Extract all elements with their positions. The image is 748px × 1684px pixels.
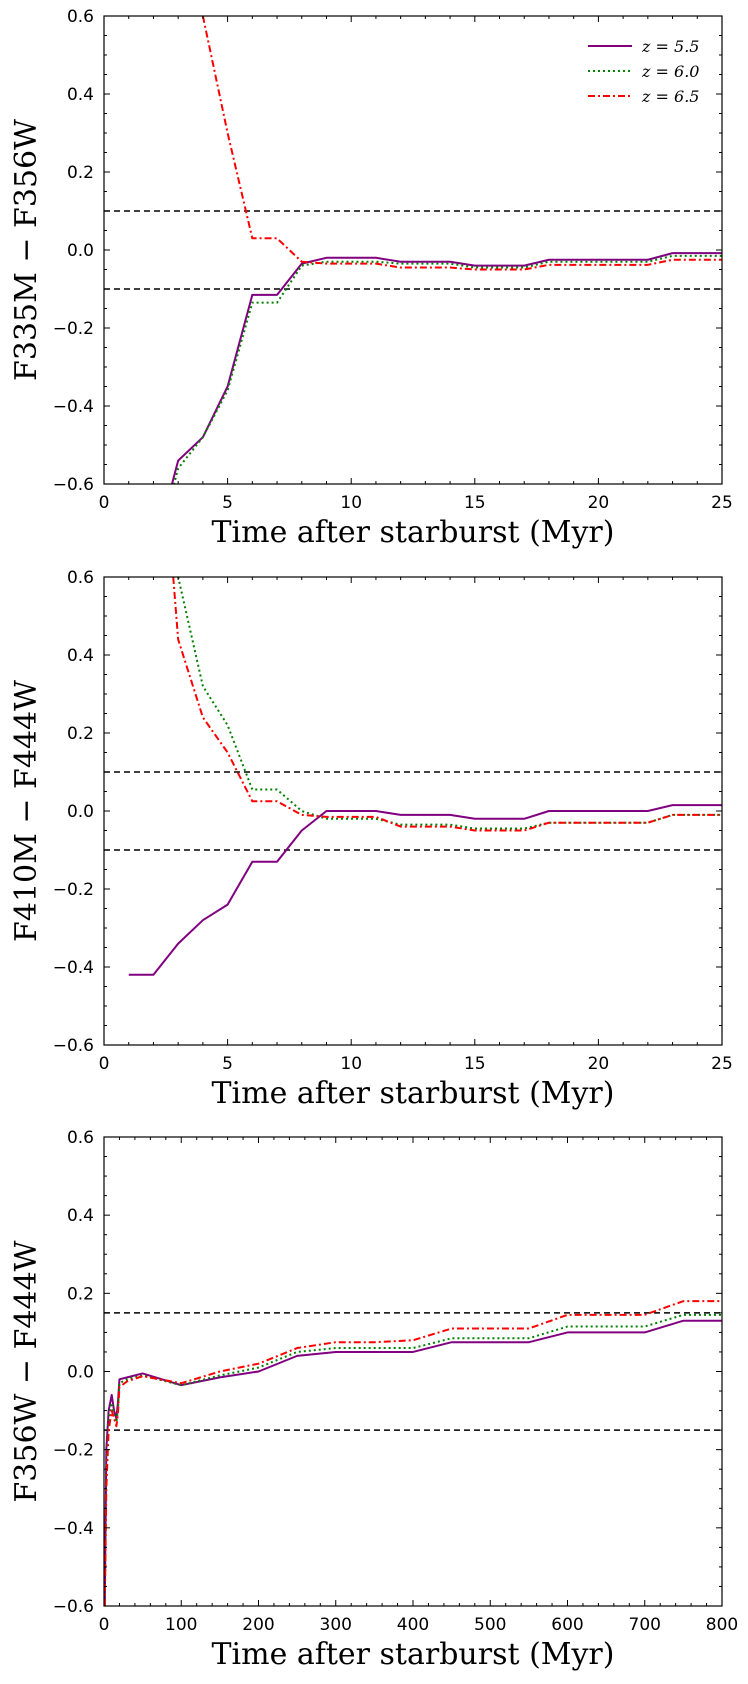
- x-tick-label: 800: [706, 1615, 738, 1635]
- y-tick-label: 0.2: [67, 1284, 94, 1304]
- y-axis-title: F410M − F444W: [9, 680, 44, 942]
- x-axis-title: Time after starburst (Myr): [212, 515, 615, 550]
- series-line-solid: [170, 252, 722, 484]
- x-tick-label: 300: [320, 1615, 352, 1635]
- y-tick-label: 0.4: [67, 646, 94, 666]
- series-line-solid: [128, 804, 722, 976]
- x-axis-title: Time after starburst (Myr): [212, 1637, 615, 1672]
- series-line-dotted: [177, 577, 722, 830]
- x-tick-label: 200: [242, 1615, 274, 1635]
- y-tick-label: −0.2: [53, 1441, 94, 1461]
- y-tick-label: −0.2: [53, 880, 94, 900]
- x-tick-label: 15: [464, 493, 486, 513]
- x-tick-label: 25: [711, 1054, 733, 1074]
- chart-panel-2: 0 5 10 15 20 25 −0.6 −0.4 −0.2 0.0 0.2 0.4 0.6 Time a…: [9, 568, 733, 1111]
- x-tick-label: 10: [340, 1054, 362, 1074]
- y-tick-label: −0.4: [53, 397, 94, 417]
- y-tick-label: −0.6: [53, 1597, 94, 1617]
- x-axis-title: Time after starburst (Myr): [212, 1076, 615, 1111]
- y-tick-label: 0.0: [67, 241, 94, 261]
- y-tick-label: 0.4: [67, 1206, 94, 1226]
- y-tick-label: −0.4: [53, 1519, 94, 1539]
- x-tick-label: 15: [464, 1054, 486, 1074]
- y-tick-label: −0.2: [53, 319, 94, 339]
- series-line-dotted: [104, 1313, 722, 1606]
- y-tick-label: 0.2: [67, 163, 94, 183]
- x-tick-label: 500: [474, 1615, 506, 1635]
- y-tick-label: 0.0: [67, 802, 94, 822]
- y-axis-title: F335M − F356W: [9, 119, 44, 381]
- x-tick-label: 0: [99, 1054, 110, 1074]
- series-line-dashdot: [104, 1300, 722, 1606]
- chart-panel-1: 0 5 10 15 20 25 −0.6 −0.4 −0.2 0.0 0.2 0.4 0.6 Time a…: [9, 7, 733, 550]
- x-tick-label: 25: [711, 493, 733, 513]
- y-axis-title: F356W − F444W: [9, 1240, 44, 1502]
- y-tick-label: 0.4: [67, 85, 94, 105]
- legend-label: z = 5.5: [641, 37, 699, 56]
- legend: z = 5.5 z = 6.0 z = 6.5: [588, 37, 699, 106]
- x-tick-label: 100: [165, 1615, 197, 1635]
- legend-label: z = 6.5: [641, 87, 699, 106]
- series-line-dashdot: [172, 577, 722, 832]
- x-tick-label: 600: [551, 1615, 583, 1635]
- plot-frame: [103, 1136, 723, 1607]
- y-tick-label: 0.6: [67, 7, 94, 27]
- series-line-dashdot: [201, 16, 722, 271]
- y-tick-label: −0.4: [53, 958, 94, 978]
- y-tick-label: 0.0: [67, 1363, 94, 1383]
- chart-panel-3: 0 100 200 300 400 500 600 700 800 −0.6 −0.4 −0.2 0.0…: [9, 1128, 738, 1672]
- x-tick-label: 20: [588, 1054, 610, 1074]
- x-tick-label: 700: [629, 1615, 661, 1635]
- x-tick-label: 20: [588, 493, 610, 513]
- y-tick-label: 0.2: [67, 724, 94, 744]
- x-tick-label: 5: [222, 493, 233, 513]
- series-line-solid: [104, 1319, 722, 1606]
- y-tick-label: −0.6: [53, 475, 94, 495]
- x-tick-label: 0: [99, 493, 110, 513]
- series-line-dotted: [173, 254, 722, 484]
- x-tick-label: 0: [99, 1615, 110, 1635]
- y-tick-label: −0.6: [53, 1036, 94, 1056]
- plot-frame: [103, 15, 723, 485]
- y-tick-label: 0.6: [67, 1128, 94, 1148]
- y-tick-label: 0.6: [67, 568, 94, 588]
- x-tick-label: 10: [340, 493, 362, 513]
- legend-label: z = 6.0: [641, 62, 699, 81]
- x-tick-label: 400: [397, 1615, 429, 1635]
- x-tick-label: 5: [222, 1054, 233, 1074]
